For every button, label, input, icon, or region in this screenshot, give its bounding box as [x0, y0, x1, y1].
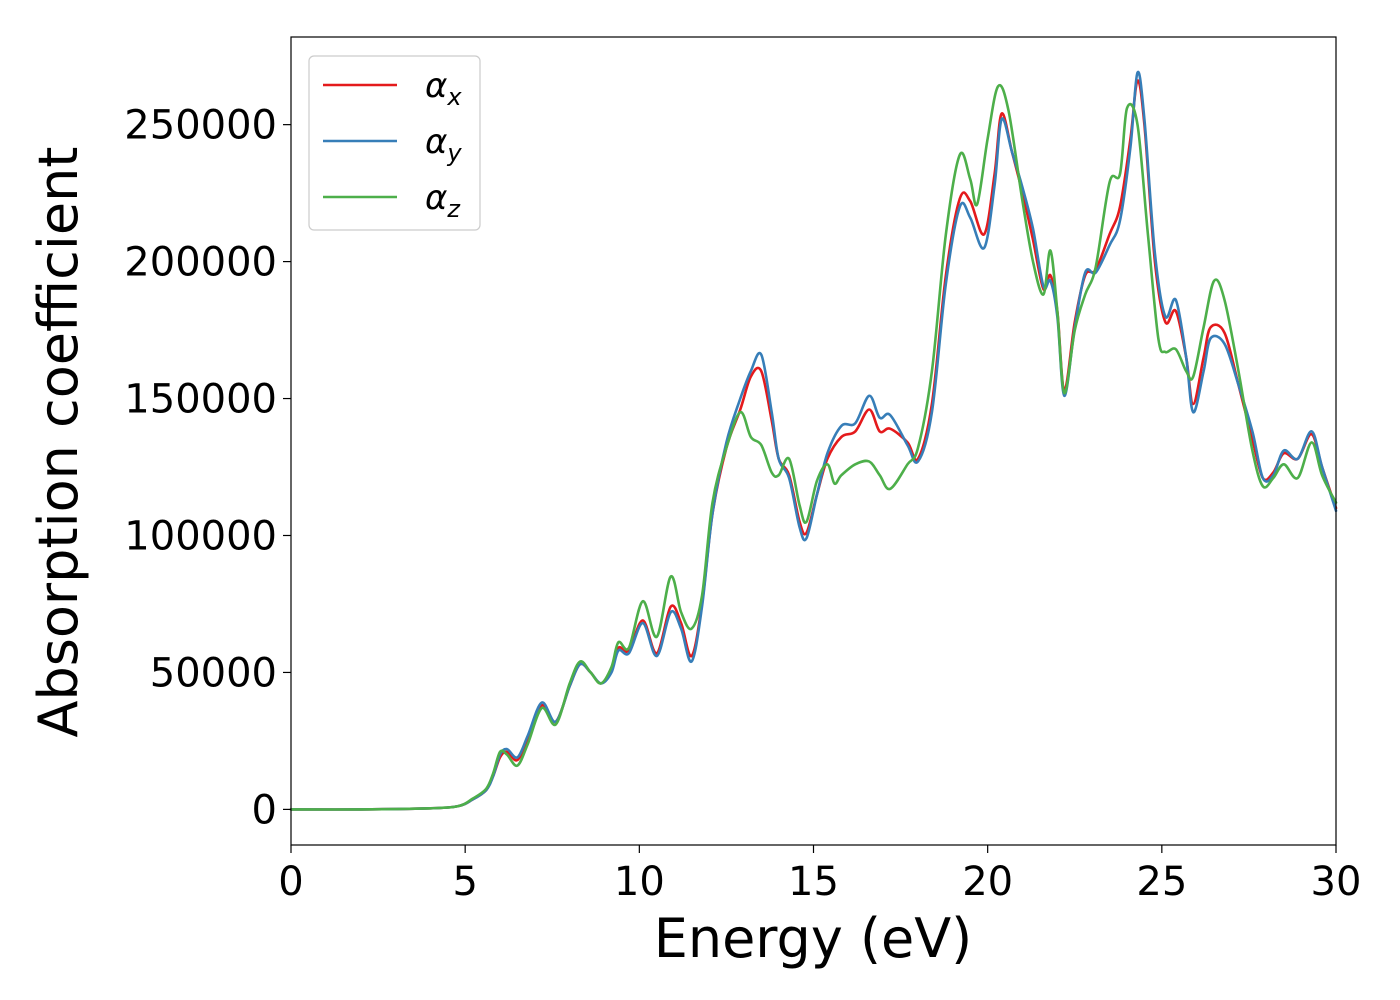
series-line-y — [289, 70, 1338, 811]
y-tick-label: 0 — [252, 787, 277, 833]
series-layer — [289, 70, 1338, 811]
x-tick-label: 25 — [1136, 859, 1187, 905]
x-tick-label: 30 — [1311, 859, 1362, 905]
series-line-z — [289, 83, 1338, 811]
x-tick-label: 20 — [962, 859, 1013, 905]
x-tick-label: 0 — [278, 859, 303, 905]
legend-label-z: αz — [425, 178, 461, 223]
y-tick-label: 200000 — [124, 240, 277, 286]
legend: αx αy αz — [308, 55, 481, 231]
y-tick-label: 100000 — [124, 513, 277, 559]
y-tick-label: 50000 — [150, 650, 277, 696]
axes-layer: 0 5 10 15 20 25 30 0 50000 100000 150000 200000 2500… — [124, 36, 1362, 905]
legend-box — [308, 55, 481, 231]
y-tick-label: 150000 — [124, 377, 277, 423]
x-axis-title: Energy (eV) — [654, 907, 973, 970]
y-axis-title: Absorption coefficient — [27, 147, 90, 738]
x-tick-label: 10 — [614, 859, 665, 905]
legend-label-y: αy — [425, 122, 462, 167]
x-tick-label: 15 — [788, 859, 839, 905]
y-tick-label: 250000 — [124, 103, 277, 149]
legend-label-x: αx — [425, 66, 462, 111]
x-tick-label: 5 — [452, 859, 477, 905]
